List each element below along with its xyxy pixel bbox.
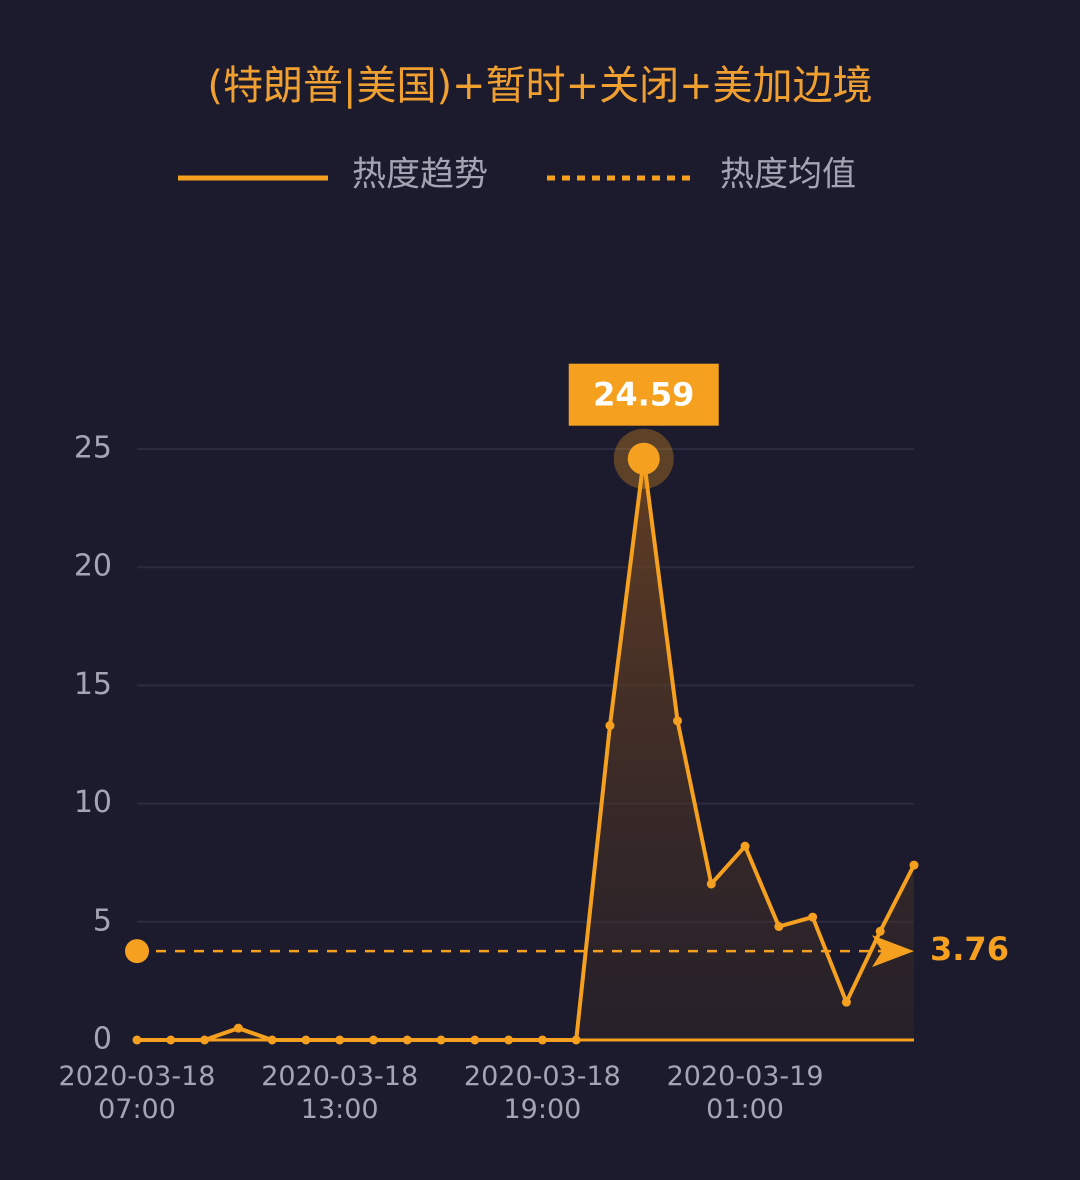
point bbox=[841, 997, 851, 1007]
point bbox=[200, 1035, 210, 1045]
x-tick-label: 2020-03-18 07:00 bbox=[58, 1061, 216, 1125]
point bbox=[504, 1035, 514, 1045]
y-tick-label: 5 bbox=[93, 903, 112, 938]
point bbox=[571, 1035, 581, 1045]
point bbox=[368, 1035, 378, 1045]
point bbox=[706, 879, 716, 889]
point bbox=[808, 912, 818, 922]
point bbox=[436, 1035, 446, 1045]
y-tick-label: 20 bbox=[74, 549, 112, 584]
peak-point bbox=[627, 442, 660, 475]
mean-dot bbox=[125, 939, 149, 964]
point bbox=[402, 1035, 412, 1045]
chart-title: (特朗普|美国)+暂时+关闭+美加边境 bbox=[207, 63, 872, 109]
y-tick-label: 25 bbox=[74, 431, 112, 466]
area bbox=[137, 458, 914, 1041]
point bbox=[233, 1023, 243, 1033]
point bbox=[470, 1035, 480, 1045]
point bbox=[537, 1035, 547, 1045]
mean-arrow bbox=[872, 935, 914, 968]
x-tick-label: 2020-03-18 13:00 bbox=[261, 1061, 419, 1125]
mean-label: 3.76 bbox=[930, 930, 1009, 968]
point bbox=[132, 1035, 142, 1045]
y-tick-label: 10 bbox=[74, 785, 112, 820]
point bbox=[605, 721, 615, 731]
point bbox=[267, 1035, 277, 1045]
y-tick-label: 15 bbox=[74, 667, 112, 702]
line bbox=[137, 456, 916, 1042]
peak-label: 24.59 bbox=[593, 376, 694, 414]
point bbox=[301, 1035, 311, 1045]
point bbox=[740, 841, 750, 851]
legend-label: 热度均值 bbox=[720, 155, 856, 195]
point bbox=[166, 1035, 176, 1045]
point bbox=[909, 860, 919, 870]
point bbox=[673, 716, 683, 726]
point bbox=[774, 922, 784, 932]
legend-label: 热度趋势 bbox=[352, 155, 488, 195]
x-tick-label: 2020-03-18 19:00 bbox=[463, 1061, 621, 1125]
y-tick-label: 0 bbox=[93, 1022, 112, 1057]
x-tick-label: 2020-03-19 01:00 bbox=[666, 1061, 824, 1125]
point bbox=[875, 926, 885, 936]
peak-label-box bbox=[568, 363, 719, 426]
point bbox=[335, 1035, 345, 1045]
